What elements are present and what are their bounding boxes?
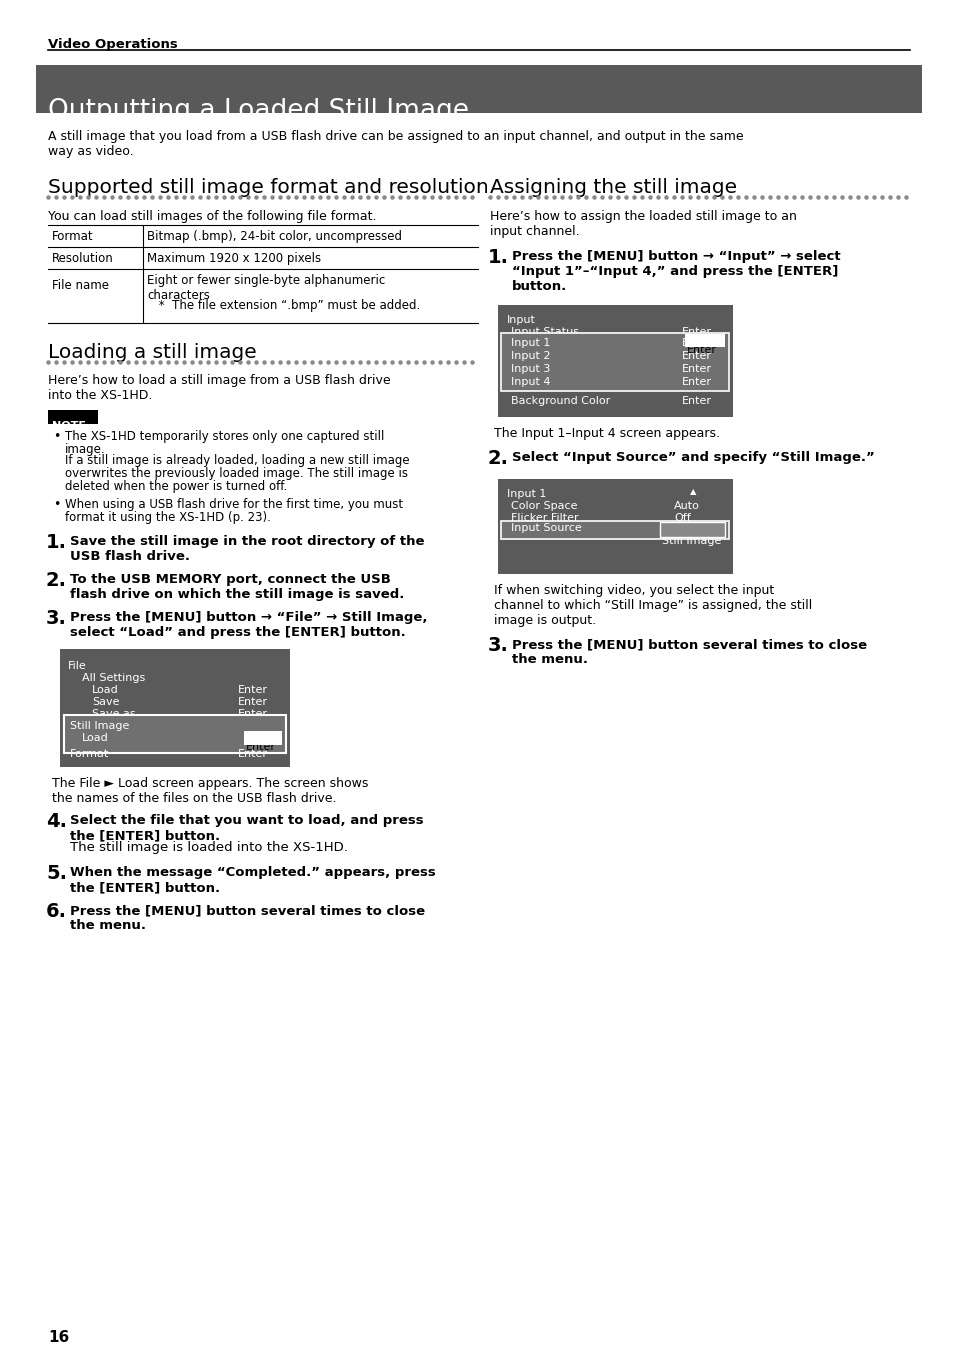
- Text: Select the file that you want to load, and press
the [ENTER] button.: Select the file that you want to load, a…: [70, 814, 423, 842]
- Text: Input: Input: [506, 315, 536, 325]
- Text: deleted when the power is turned off.: deleted when the power is turned off.: [65, 481, 287, 493]
- Text: Select “Input Source” and specify “Still Image.”: Select “Input Source” and specify “Still…: [512, 451, 874, 464]
- Text: 3.: 3.: [46, 609, 67, 628]
- FancyBboxPatch shape: [48, 410, 98, 424]
- Text: 6.: 6.: [46, 902, 67, 921]
- Text: File: File: [68, 661, 87, 672]
- Text: The XS-1HD temporarily stores only one captured still: The XS-1HD temporarily stores only one c…: [65, 431, 384, 443]
- Text: When the message “Completed.” appears, press
the [ENTER] button.: When the message “Completed.” appears, p…: [70, 867, 436, 894]
- FancyBboxPatch shape: [64, 715, 286, 753]
- Text: Press the [MENU] button → “File” → Still Image,
select “Load” and press the [ENT: Press the [MENU] button → “File” → Still…: [70, 611, 427, 639]
- FancyBboxPatch shape: [659, 523, 724, 538]
- FancyBboxPatch shape: [500, 521, 728, 539]
- Text: Outputting a Loaded Still Image: Outputting a Loaded Still Image: [48, 97, 469, 125]
- Text: Off: Off: [673, 513, 690, 523]
- Text: 1.: 1.: [46, 533, 67, 552]
- Text: The Input 1–Input 4 screen appears.: The Input 1–Input 4 screen appears.: [494, 427, 720, 440]
- Text: Enter: Enter: [686, 345, 717, 355]
- FancyBboxPatch shape: [36, 65, 921, 112]
- Text: To the USB MEMORY port, connect the USB
flash drive on which the still image is : To the USB MEMORY port, connect the USB …: [70, 573, 404, 601]
- Text: Enter: Enter: [246, 742, 275, 751]
- Text: Enter: Enter: [681, 351, 711, 362]
- Text: Auto: Auto: [673, 501, 700, 510]
- Text: Background Color: Background Color: [511, 395, 610, 406]
- Text: If a still image is already loaded, loading a new still image: If a still image is already loaded, load…: [65, 454, 409, 467]
- Text: Enter: Enter: [681, 376, 711, 387]
- Text: •: •: [53, 431, 60, 443]
- Text: Press the [MENU] button several times to close
the menu.: Press the [MENU] button several times to…: [70, 904, 425, 932]
- Text: Input Status: Input Status: [511, 328, 578, 337]
- Text: 1.: 1.: [488, 248, 509, 267]
- Text: Load: Load: [91, 685, 118, 695]
- Text: Bitmap (.bmp), 24-bit color, uncompressed: Bitmap (.bmp), 24-bit color, uncompresse…: [147, 230, 401, 242]
- Text: Enter: Enter: [681, 395, 711, 406]
- FancyBboxPatch shape: [60, 649, 290, 766]
- Text: 16: 16: [48, 1330, 70, 1345]
- Text: Video Operations: Video Operations: [48, 38, 177, 51]
- Text: Format: Format: [70, 749, 110, 760]
- Text: Here’s how to load a still image from a USB flash drive
into the XS-1HD.: Here’s how to load a still image from a …: [48, 374, 390, 402]
- Text: Enter: Enter: [681, 328, 711, 337]
- Text: Color Space: Color Space: [511, 501, 577, 510]
- Text: 2.: 2.: [488, 450, 509, 468]
- Text: Input 1: Input 1: [511, 338, 550, 348]
- FancyBboxPatch shape: [684, 334, 724, 347]
- Text: If when switching video, you select the input
channel to which “Still Image” is : If when switching video, you select the …: [494, 584, 811, 627]
- Text: Press the [MENU] button → “Input” → select
“Input 1”–“Input 4,” and press the [E: Press the [MENU] button → “Input” → sele…: [512, 250, 840, 292]
- Text: Loading a still image: Loading a still image: [48, 343, 256, 362]
- FancyBboxPatch shape: [497, 479, 732, 574]
- Text: Flicker Filter: Flicker Filter: [511, 513, 578, 523]
- Text: Save the still image in the root directory of the
USB flash drive.: Save the still image in the root directo…: [70, 535, 424, 563]
- Text: Input 1: Input 1: [506, 489, 546, 500]
- FancyBboxPatch shape: [244, 731, 282, 745]
- Text: Enter: Enter: [237, 749, 268, 760]
- Text: Resolution: Resolution: [52, 252, 113, 265]
- Text: Still Image: Still Image: [661, 536, 720, 546]
- Text: Enter: Enter: [681, 364, 711, 374]
- Text: Eight or fewer single-byte alphanumeric
characters: Eight or fewer single-byte alphanumeric …: [147, 274, 385, 302]
- Text: Input 2: Input 2: [511, 351, 550, 362]
- Text: •: •: [53, 498, 60, 510]
- Text: When using a USB flash drive for the first time, you must: When using a USB flash drive for the fir…: [65, 498, 403, 510]
- Text: Enter: Enter: [237, 685, 268, 695]
- Text: The File ► Load screen appears. The screen shows
the names of the files on the U: The File ► Load screen appears. The scre…: [52, 777, 368, 806]
- Text: overwrites the previously loaded image. The still image is: overwrites the previously loaded image. …: [65, 467, 408, 481]
- Text: Enter: Enter: [237, 697, 268, 707]
- Text: NOTE: NOTE: [52, 421, 86, 431]
- Text: Enter: Enter: [681, 338, 711, 348]
- Text: Maximum 1920 x 1200 pixels: Maximum 1920 x 1200 pixels: [147, 252, 321, 265]
- Text: *  The file extension “.bmp” must be added.: * The file extension “.bmp” must be adde…: [147, 299, 420, 311]
- FancyBboxPatch shape: [497, 305, 732, 417]
- Text: File name: File name: [52, 279, 109, 292]
- Text: A still image that you load from a USB flash drive can be assigned to an input c: A still image that you load from a USB f…: [48, 130, 742, 158]
- Text: 3.: 3.: [488, 636, 508, 655]
- Text: 2.: 2.: [46, 571, 67, 590]
- Text: Save: Save: [91, 697, 119, 707]
- Text: Input 4: Input 4: [511, 376, 550, 387]
- Text: format it using the XS-1HD (p. 23).: format it using the XS-1HD (p. 23).: [65, 510, 271, 524]
- Text: Input 3: Input 3: [511, 364, 550, 374]
- Text: 5.: 5.: [46, 864, 67, 883]
- Text: All Settings: All Settings: [82, 673, 145, 682]
- Text: Supported still image format and resolution: Supported still image format and resolut…: [48, 177, 488, 196]
- Text: Load: Load: [82, 733, 109, 743]
- Text: Press the [MENU] button several times to close
the menu.: Press the [MENU] button several times to…: [512, 638, 866, 666]
- Text: Assigning the still image: Assigning the still image: [490, 177, 737, 196]
- Text: Still Image: Still Image: [70, 720, 130, 731]
- Text: ▲: ▲: [689, 487, 696, 496]
- Text: Here’s how to assign the loaded still image to an
input channel.: Here’s how to assign the loaded still im…: [490, 210, 796, 238]
- Text: Enter: Enter: [237, 709, 268, 719]
- Text: The still image is loaded into the XS-1HD.: The still image is loaded into the XS-1H…: [70, 841, 348, 854]
- Text: Save as: Save as: [91, 709, 135, 719]
- FancyBboxPatch shape: [500, 333, 728, 391]
- Text: Input Source: Input Source: [511, 523, 581, 533]
- Text: image.: image.: [65, 443, 106, 456]
- Text: You can load still images of the following file format.: You can load still images of the followi…: [48, 210, 376, 223]
- Text: 4.: 4.: [46, 812, 67, 831]
- Text: Format: Format: [52, 230, 93, 242]
